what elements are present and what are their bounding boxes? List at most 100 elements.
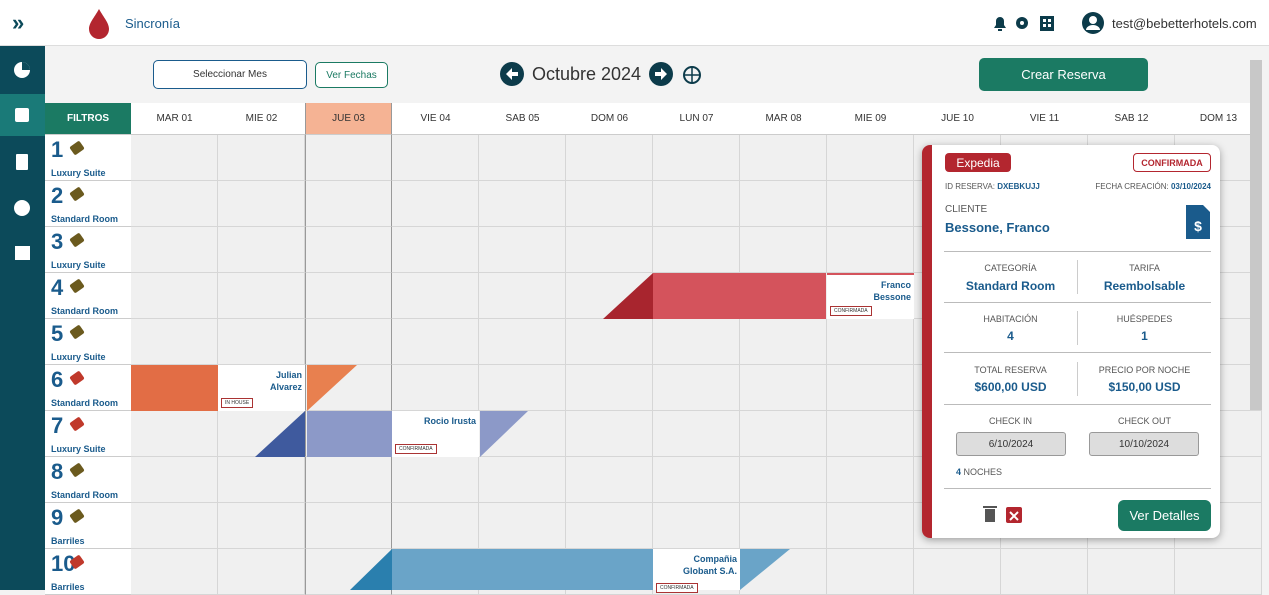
reservation-end[interactable]: Compañia Globant S.A. CONFIRMADA xyxy=(653,549,740,593)
invoice-icon[interactable]: $ xyxy=(1186,205,1210,239)
create-reservation-button[interactable]: Crear Reserva xyxy=(979,58,1148,91)
grid-cell[interactable] xyxy=(827,135,914,181)
grid-cell[interactable] xyxy=(392,319,479,365)
grid-cell[interactable] xyxy=(566,411,653,457)
grid-cell[interactable] xyxy=(827,181,914,227)
prev-month[interactable] xyxy=(500,62,524,86)
grid-cell[interactable] xyxy=(392,227,479,273)
grid-cell[interactable] xyxy=(131,273,218,319)
grid-cell[interactable] xyxy=(131,457,218,503)
grid-cell[interactable] xyxy=(479,227,566,273)
reservation-bar[interactable] xyxy=(131,365,218,411)
user-avatar[interactable] xyxy=(1082,12,1104,34)
grid-cell[interactable] xyxy=(218,457,305,503)
grid-cell[interactable] xyxy=(392,135,479,181)
grid-cell[interactable] xyxy=(653,135,740,181)
grid-cell[interactable] xyxy=(305,227,392,273)
grid-cell[interactable] xyxy=(131,503,218,549)
sidebar-icons[interactable] xyxy=(12,60,34,270)
reservation-bar[interactable] xyxy=(653,273,827,319)
grid-cell[interactable] xyxy=(827,411,914,457)
scrollbar[interactable] xyxy=(1250,60,1262,410)
grid-cell[interactable] xyxy=(566,135,653,181)
grid-cell[interactable] xyxy=(827,549,914,595)
grid-cell[interactable] xyxy=(740,411,827,457)
grid-cell[interactable] xyxy=(566,457,653,503)
grid-cell[interactable] xyxy=(479,319,566,365)
grid-cell[interactable] xyxy=(827,457,914,503)
select-month-button[interactable]: Seleccionar Mes xyxy=(153,60,307,89)
show-dates-button[interactable]: Ver Fechas xyxy=(315,62,388,88)
grid-cell[interactable] xyxy=(305,273,392,319)
grid-cell[interactable] xyxy=(479,457,566,503)
reservation-end[interactable]: Julian Alvarez IN HOUSE xyxy=(218,365,305,411)
grid-cell[interactable] xyxy=(218,181,305,227)
language-icon[interactable] xyxy=(683,66,701,84)
grid-cell[interactable] xyxy=(653,457,740,503)
grid-cell[interactable] xyxy=(131,181,218,227)
grid-cell[interactable] xyxy=(827,365,914,411)
grid-cell[interactable] xyxy=(740,227,827,273)
grid-cell[interactable] xyxy=(131,135,218,181)
grid-cell[interactable] xyxy=(740,319,827,365)
grid-cell[interactable] xyxy=(1001,549,1088,595)
reservation-bar[interactable] xyxy=(392,549,653,590)
grid-cell[interactable] xyxy=(392,181,479,227)
grid-cell[interactable] xyxy=(566,365,653,411)
grid-cell[interactable] xyxy=(653,365,740,411)
grid-cell[interactable] xyxy=(566,319,653,365)
grid-cell[interactable] xyxy=(392,457,479,503)
grid-cell[interactable] xyxy=(218,273,305,319)
grid-cell[interactable] xyxy=(305,135,392,181)
grid-cell[interactable] xyxy=(566,503,653,549)
grid-cell[interactable] xyxy=(479,503,566,549)
grid-cell[interactable] xyxy=(740,135,827,181)
grid-cell[interactable] xyxy=(1088,549,1175,595)
grid-cell[interactable] xyxy=(131,549,218,595)
grid-cell[interactable] xyxy=(653,181,740,227)
grid-cell[interactable] xyxy=(740,365,827,411)
next-month[interactable] xyxy=(649,62,673,86)
grid-cell[interactable] xyxy=(218,135,305,181)
grid-cell[interactable] xyxy=(827,227,914,273)
reservation-end[interactable]: Franco Bessone CONFIRMADA xyxy=(827,273,914,319)
top-icons[interactable] xyxy=(990,14,1060,34)
grid-cell[interactable] xyxy=(566,181,653,227)
grid-cell[interactable] xyxy=(131,411,218,457)
grid-cell[interactable] xyxy=(131,227,218,273)
grid-cell[interactable] xyxy=(653,227,740,273)
grid-cell[interactable] xyxy=(392,273,479,319)
grid-cell[interactable] xyxy=(827,319,914,365)
filter-button[interactable]: FILTROS xyxy=(45,103,131,135)
grid-cell[interactable] xyxy=(740,457,827,503)
grid-cell[interactable] xyxy=(479,273,566,319)
grid-cell[interactable] xyxy=(218,503,305,549)
grid-cell[interactable] xyxy=(218,319,305,365)
grid-cell[interactable] xyxy=(218,227,305,273)
grid-cell[interactable] xyxy=(653,503,740,549)
grid-cell[interactable] xyxy=(827,503,914,549)
grid-cell[interactable] xyxy=(653,411,740,457)
delete-icons[interactable] xyxy=(982,504,1024,524)
grid-cell[interactable] xyxy=(305,181,392,227)
grid-cell[interactable] xyxy=(479,135,566,181)
grid-cell[interactable] xyxy=(392,503,479,549)
menu-toggle[interactable]: » xyxy=(12,10,25,35)
grid-cell[interactable] xyxy=(566,227,653,273)
grid-cell[interactable] xyxy=(914,549,1001,595)
grid-cell[interactable] xyxy=(305,319,392,365)
grid-cell[interactable] xyxy=(479,181,566,227)
grid-cell[interactable] xyxy=(305,457,392,503)
reservation-end[interactable]: Rocio Irusta CONFIRMADA xyxy=(392,411,479,457)
grid-cell[interactable] xyxy=(1175,549,1262,595)
grid-cell[interactable] xyxy=(131,319,218,365)
grid-cell[interactable] xyxy=(740,181,827,227)
grid-cell[interactable] xyxy=(479,365,566,411)
grid-cell[interactable] xyxy=(392,365,479,411)
grid-cell[interactable] xyxy=(653,319,740,365)
reservation-bar[interactable] xyxy=(307,411,392,457)
grid-cell[interactable] xyxy=(218,549,305,595)
grid-cell[interactable] xyxy=(305,503,392,549)
grid-cell[interactable] xyxy=(740,503,827,549)
details-button[interactable]: Ver Detalles xyxy=(1118,500,1211,531)
